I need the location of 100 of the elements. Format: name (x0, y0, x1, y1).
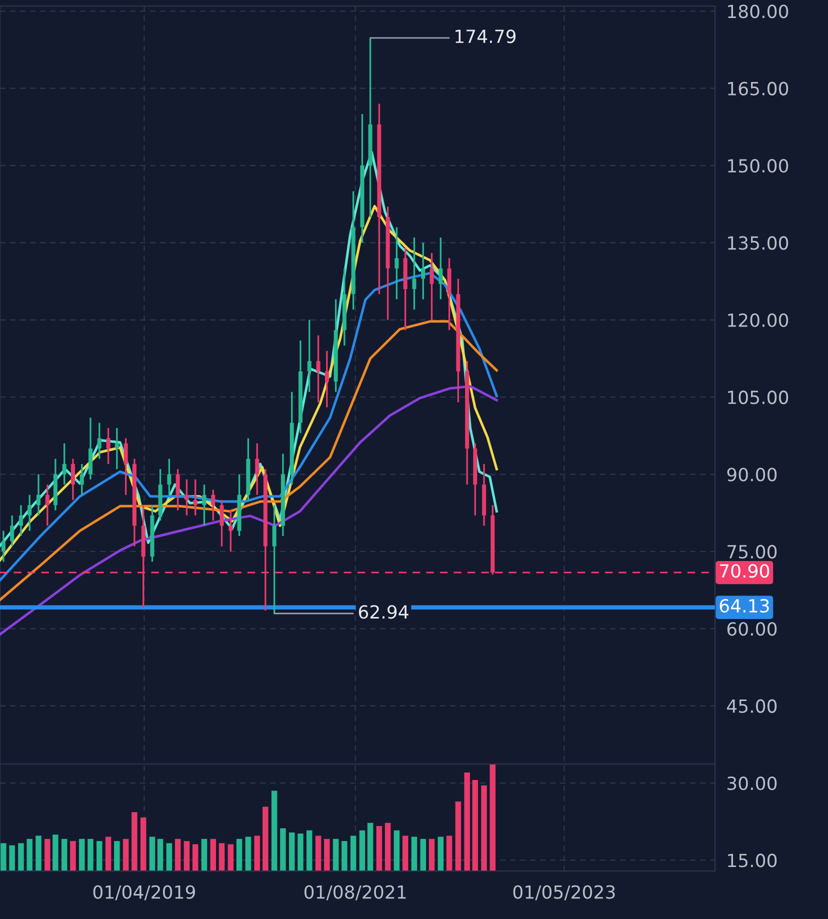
candlestick (316, 334, 320, 404)
bar (262, 806, 268, 871)
bar (18, 843, 24, 871)
candlestick (255, 442, 260, 496)
y-tick-label: 15.00 (728, 854, 777, 868)
bar (0, 843, 6, 871)
ref-line-label: 70.90 (720, 564, 770, 578)
candlestick (167, 458, 172, 496)
candlestick (324, 350, 329, 408)
bar (245, 836, 252, 871)
bar (184, 841, 190, 871)
candlestick (184, 478, 189, 516)
bar (428, 838, 435, 871)
candlestick (114, 427, 119, 470)
bar (70, 841, 76, 871)
bar (464, 772, 470, 871)
bar (332, 838, 339, 871)
candlestick (202, 484, 206, 527)
bar (402, 836, 408, 871)
bar (481, 785, 487, 871)
bar (472, 780, 478, 871)
y-tick-label: 60.00 (727, 622, 777, 636)
candlestick (124, 437, 128, 496)
candlestick (36, 473, 41, 516)
bar (132, 812, 138, 871)
bar (96, 841, 102, 871)
y-tick-label: 120.00 (728, 313, 788, 328)
bar (411, 836, 418, 871)
candlestick (220, 499, 224, 548)
bar (228, 844, 234, 871)
y-tick-label: 90.00 (727, 468, 777, 482)
y-tick-label: 45.00 (726, 699, 777, 713)
bar (192, 844, 198, 871)
bar (376, 826, 382, 871)
candlestick (18, 504, 23, 537)
bar (298, 834, 304, 871)
bar (254, 836, 260, 871)
candlestick (62, 442, 66, 486)
ref-line-label: 64.13 (720, 598, 769, 613)
candlestick (412, 236, 416, 310)
bar (9, 845, 15, 871)
bar (342, 841, 348, 871)
y-tick-label: 30.00 (727, 776, 777, 790)
bar (210, 838, 216, 871)
bar (438, 836, 444, 871)
bar (26, 838, 32, 871)
candlestick (421, 242, 426, 300)
candlestick (394, 226, 399, 300)
bar (44, 838, 50, 871)
candlestick (10, 514, 14, 548)
bar (288, 832, 295, 871)
bar (420, 838, 426, 871)
bar (88, 838, 94, 871)
bar (455, 801, 462, 871)
bar (61, 838, 68, 871)
candlestick (106, 427, 110, 465)
y-tick-label: 150.00 (728, 158, 788, 173)
candlestick (193, 478, 198, 516)
candlestick (70, 458, 75, 501)
bar (306, 830, 312, 871)
x-tick-label: 01/05/2023 (513, 885, 615, 900)
candlestick (45, 484, 50, 527)
x-tick-label: 01/04/2019 (93, 885, 195, 900)
candlestick (228, 509, 233, 552)
y-tick-label: 105.00 (728, 390, 788, 404)
bar (218, 843, 225, 871)
y-tick-label: 75.00 (728, 544, 777, 559)
candlestick (176, 468, 180, 512)
y-tick-label: 180.00 (728, 4, 788, 18)
candlestick (307, 319, 312, 393)
line-series (0, 385, 498, 636)
bar (384, 822, 391, 871)
bar (271, 790, 278, 871)
candlestick (1, 530, 6, 563)
bar (157, 838, 164, 871)
y-tick-label: 165.00 (728, 82, 788, 96)
candlestick (97, 422, 102, 460)
bar (350, 836, 356, 871)
candlestick (430, 252, 434, 321)
bar (490, 764, 496, 871)
bar (79, 838, 85, 871)
bar (105, 836, 112, 871)
bar (446, 836, 452, 871)
annotation: 62.94 (358, 605, 408, 619)
bar (166, 843, 172, 871)
bar (149, 836, 156, 871)
bar (394, 830, 400, 871)
bar (280, 828, 286, 871)
x-tick-label: 01/08/2021 (304, 885, 406, 900)
bar (36, 836, 42, 871)
annotation: 174.79 (456, 30, 516, 44)
bar (140, 818, 146, 871)
bar (367, 822, 374, 871)
bar (52, 834, 58, 871)
candlestick (438, 236, 443, 300)
bar (359, 830, 366, 871)
bar (324, 838, 330, 871)
candlestick (80, 463, 84, 496)
bar (315, 836, 322, 871)
y-tick-label: 135.00 (728, 236, 788, 250)
